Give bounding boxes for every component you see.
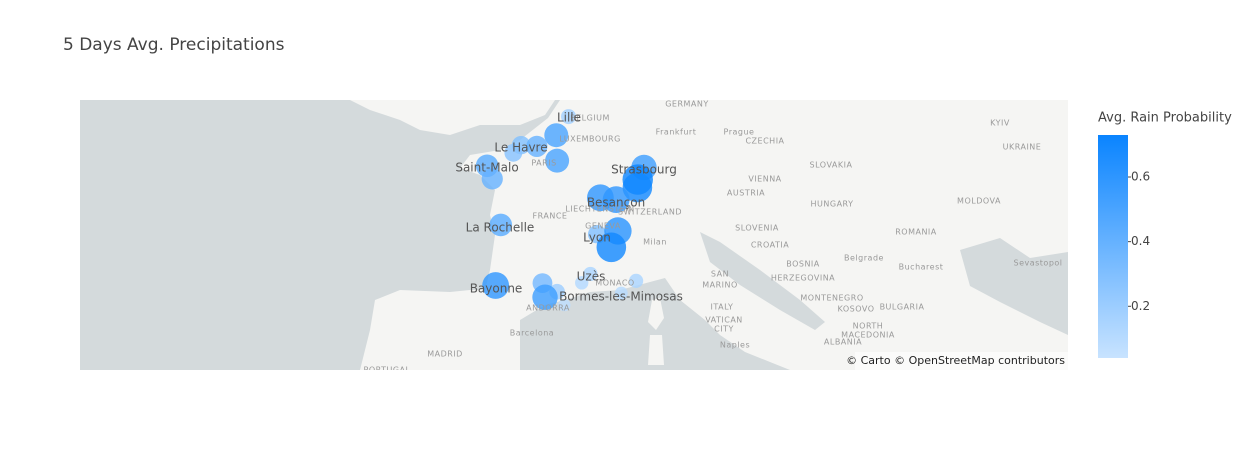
map-label: MACEDONIA (841, 331, 895, 340)
map-label: SLOVENIA (735, 224, 779, 233)
map-label: ITALY (711, 303, 734, 312)
attribution-bg (855, 352, 1068, 370)
map-label: CITY (714, 325, 734, 334)
map-label: BOSNIA (786, 260, 820, 269)
rain-marker (489, 213, 513, 237)
map-label: MARINO (702, 281, 738, 290)
map-label: KYIV (990, 119, 1010, 128)
map-label: SWITZERLAND (618, 208, 682, 217)
city-label: Uzès (577, 270, 606, 284)
map-label: LUXEMBOURG (559, 135, 621, 144)
map[interactable]: © Carto © OpenStreetMap contributors GER… (80, 100, 1068, 375)
rain-marker (561, 109, 577, 125)
colorbar (1098, 135, 1128, 358)
map-label: PARIS (531, 159, 556, 168)
adriatic (700, 232, 825, 330)
city-label: Bayonne (470, 282, 523, 296)
map-label: Sevastopol (1013, 259, 1062, 268)
map-label: Frankfurt (656, 128, 697, 137)
atlantic (80, 100, 560, 370)
map-label: GERMANY (665, 100, 709, 109)
chart-title: 5 Days Avg. Precipitations (63, 35, 285, 55)
islands (648, 298, 664, 365)
map-label: KOSOVO (838, 305, 875, 314)
rain-marker (544, 123, 569, 148)
attribution: © Carto © OpenStreetMap contributors (846, 354, 1065, 367)
city-label: Strasbourg (611, 163, 677, 177)
colorbar-title: Avg. Rain Probability (1098, 111, 1232, 126)
map-label: Milan (643, 238, 667, 247)
rain-marker (583, 266, 598, 282)
colorbar-tick-label: 0.2 (1131, 299, 1150, 313)
map-label: CZECHIA (745, 137, 784, 146)
rain-marker (481, 168, 503, 190)
rain-marker (596, 232, 627, 263)
city-label: Lyon (583, 231, 611, 245)
map-label: NORTH (853, 322, 884, 331)
map-label: Belgrade (844, 254, 884, 263)
map-label: MONACO (595, 279, 634, 288)
map-label: ANDORRA (526, 304, 570, 313)
city-label: Besançon (587, 196, 645, 210)
colorbar-tick-label: 0.6 (1131, 170, 1150, 184)
map-label: SLOVAKIA (810, 161, 853, 170)
city-label: Saint-Malo (455, 161, 518, 175)
map-label: Naples (720, 341, 750, 350)
map-label: SAN (711, 270, 729, 279)
rain-marker (602, 186, 630, 214)
map-label: BELGIUM (570, 114, 610, 123)
rain-marker (545, 148, 570, 173)
map-label: MOLDOVA (957, 197, 1001, 206)
rain-marker (558, 298, 571, 312)
map-label: FRANCE (533, 212, 568, 221)
map-label: Prague (724, 128, 755, 137)
rain-marker (575, 276, 589, 290)
map-label: GENEVA (585, 222, 621, 231)
city-label: Bormes-les-Mimosas (559, 290, 683, 304)
rain-marker (614, 286, 628, 300)
map-label: HERZEGOVINA (771, 274, 835, 283)
rain-marker (532, 284, 558, 310)
map-label: ALBANIA (824, 338, 862, 347)
map-label: CROATIA (751, 241, 789, 250)
map-label: MONTENEGRO (800, 294, 863, 303)
black-sea (960, 238, 1068, 335)
colorbar-tick-label: 0.4 (1131, 234, 1150, 248)
map-label: VIENNA (748, 175, 781, 184)
map-label: UKRAINE (1003, 143, 1042, 152)
city-label: Le Havre (494, 141, 547, 155)
rain-marker (629, 273, 644, 288)
rain-marker (622, 172, 653, 203)
rain-marker (504, 143, 523, 162)
rain-marker (482, 272, 510, 299)
map-label: VATICAN (705, 316, 743, 325)
map-label: MADRID (427, 350, 463, 359)
city-label: Lille (557, 111, 581, 125)
map-label: HUNGARY (811, 200, 854, 209)
map-label: Barcelona (510, 329, 554, 338)
map-label: LIECHTENSTEIN (565, 205, 634, 214)
uk (350, 100, 555, 135)
map-label: Bucharest (899, 263, 944, 272)
map-label: AUSTRIA (727, 189, 765, 198)
city-label: La Rochelle (466, 221, 535, 235)
rain-marker (526, 135, 548, 157)
map-label: PORTUGAL (364, 366, 411, 375)
map-label: BULGARIA (880, 303, 925, 312)
map-label: ROMANIA (895, 228, 937, 237)
